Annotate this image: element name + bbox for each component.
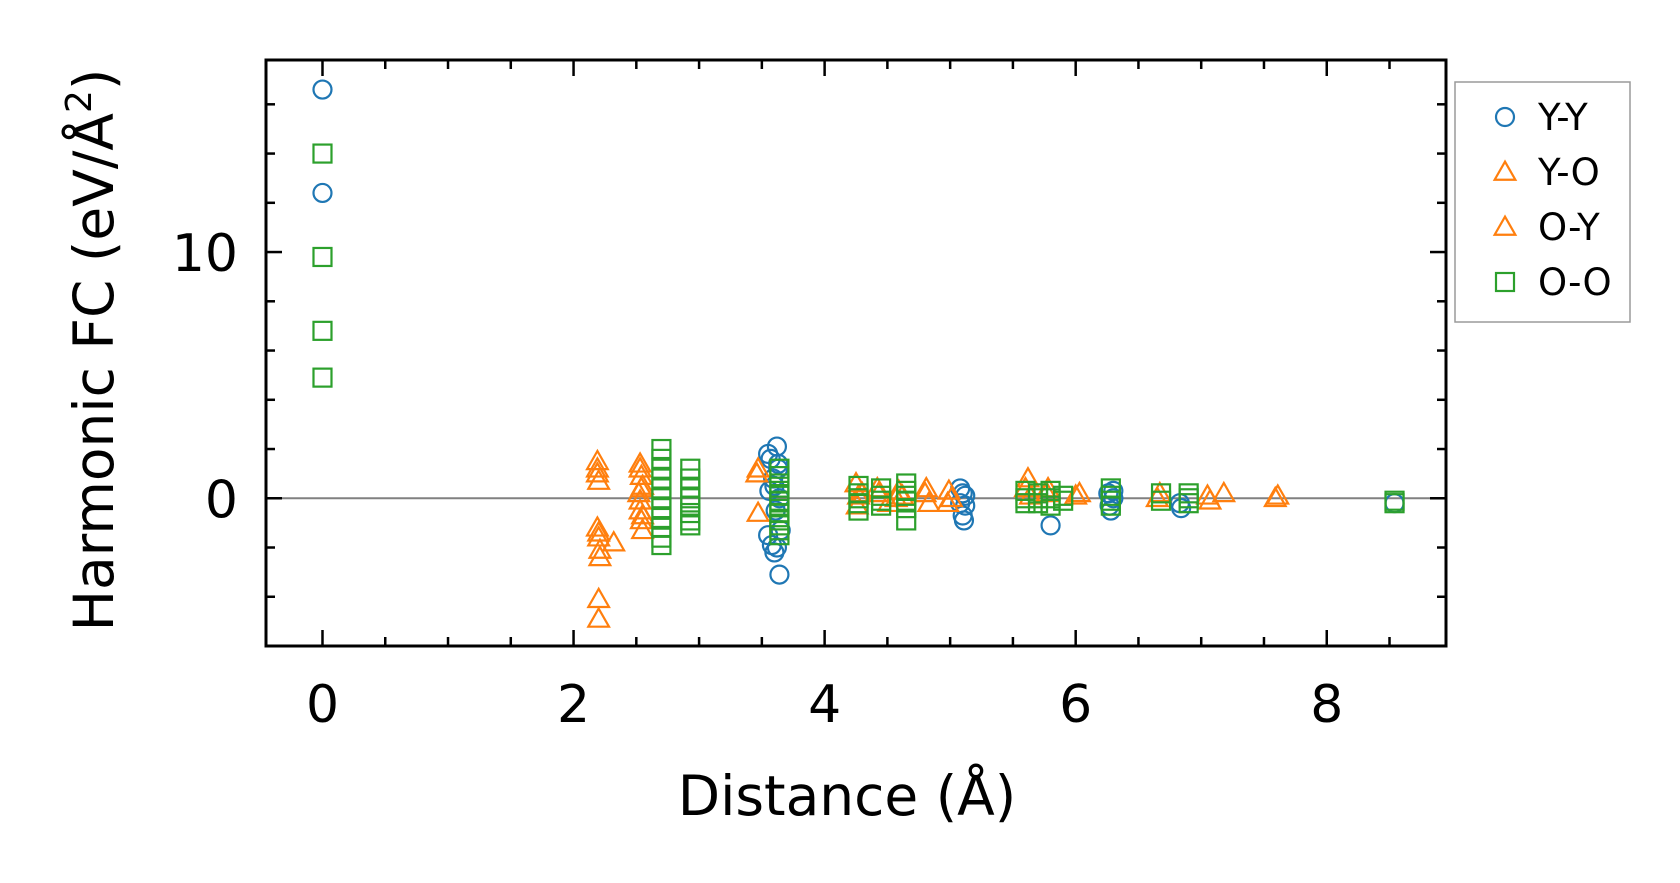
point-y-o [585,448,610,471]
y-axis-label-superscript: 2 [59,90,100,113]
x-tick-label: 2 [557,675,590,735]
y-axis-label-close: ) [62,69,126,90]
point-o-o [848,500,869,521]
point-o-y [935,490,960,513]
point-o-o [896,510,917,531]
point-o-y [1063,483,1088,505]
point-y-o [936,478,962,500]
x-tick-label: 0 [306,675,339,735]
point-o-y [585,456,610,478]
point-o-o [769,525,790,546]
point-y-o [630,517,655,540]
point-o-y [1013,475,1038,498]
point-y-o [745,456,771,478]
point-y-y [312,79,333,100]
plot-frame [264,58,1448,648]
point-o-o [651,534,672,556]
point-y-y [312,182,333,204]
point-o-o [680,515,701,536]
point-o-o [896,498,917,519]
axis-ticks [266,60,1446,648]
point-o-o [871,495,892,516]
point-y-o [1067,480,1092,503]
point-o-o [1150,490,1172,511]
plot-area: 0 2 4 6 8 0 10 [172,58,1448,735]
data-markers [312,79,1405,628]
point-y-o [1211,480,1237,503]
point-y-y [1040,515,1061,536]
point-o-o [1053,490,1074,511]
legend: Y-Y Y-O O-Y O-O [1454,81,1631,323]
point-o-y [630,502,655,525]
point-y-o [586,468,611,490]
point-y-y [953,510,975,531]
point-y-o [629,507,654,530]
point-y-o [585,515,610,537]
point-o-y [912,480,938,503]
point-o-o [1178,493,1199,514]
y-axis-label-main: Harmonic FC (eV/Å [61,113,126,632]
y-tick-label: 0 [205,470,238,530]
point-o-y [1263,485,1288,508]
y-tick-label: 10 [172,224,238,284]
point-o-y [586,520,611,542]
x-tick-label: 8 [1310,675,1343,735]
point-o-o [1384,493,1405,514]
point-o-o [1100,495,1121,516]
legend-marker-y-o [1492,159,1518,181]
point-o-y [627,451,653,473]
point-y-o [745,500,771,522]
legend-box [1454,81,1631,323]
point-y-o [585,461,610,483]
legend-marker-o-y [1492,214,1518,236]
point-o-y [629,475,654,498]
axis-tick-labels: 0 2 4 6 8 0 10 [172,224,1343,735]
legend-label-o-y: O-Y [1538,206,1600,249]
point-y-y [769,564,790,585]
x-tick-label: 4 [808,675,841,735]
point-y-o [586,606,611,628]
point-o-y [1197,488,1223,510]
point-y-o [586,525,611,547]
point-o-o [1027,493,1049,514]
point-o-o [312,246,333,268]
legend-markers [1492,106,1518,293]
x-tick-label: 6 [1059,675,1092,735]
legend-label-y-o: Y-O [1537,151,1600,194]
point-o-y [744,461,770,483]
point-o-o [312,143,333,164]
point-y-o [586,586,611,609]
y-axis-label: Harmonic FC (eV/Å2) [59,69,126,632]
point-y-o [629,463,654,485]
point-y-y [768,453,789,474]
point-o-o [312,320,333,341]
legend-marker-o-o [1494,271,1516,293]
point-o-o [312,367,333,388]
point-y-o [627,456,653,478]
point-o-y [587,544,613,567]
x-axis-label: Distance (Å) [678,763,1017,828]
legend-label-y-y: Y-Y [1537,96,1588,139]
legend-marker-y-y [1494,106,1516,128]
legend-label-o-o: O-O [1538,261,1612,304]
